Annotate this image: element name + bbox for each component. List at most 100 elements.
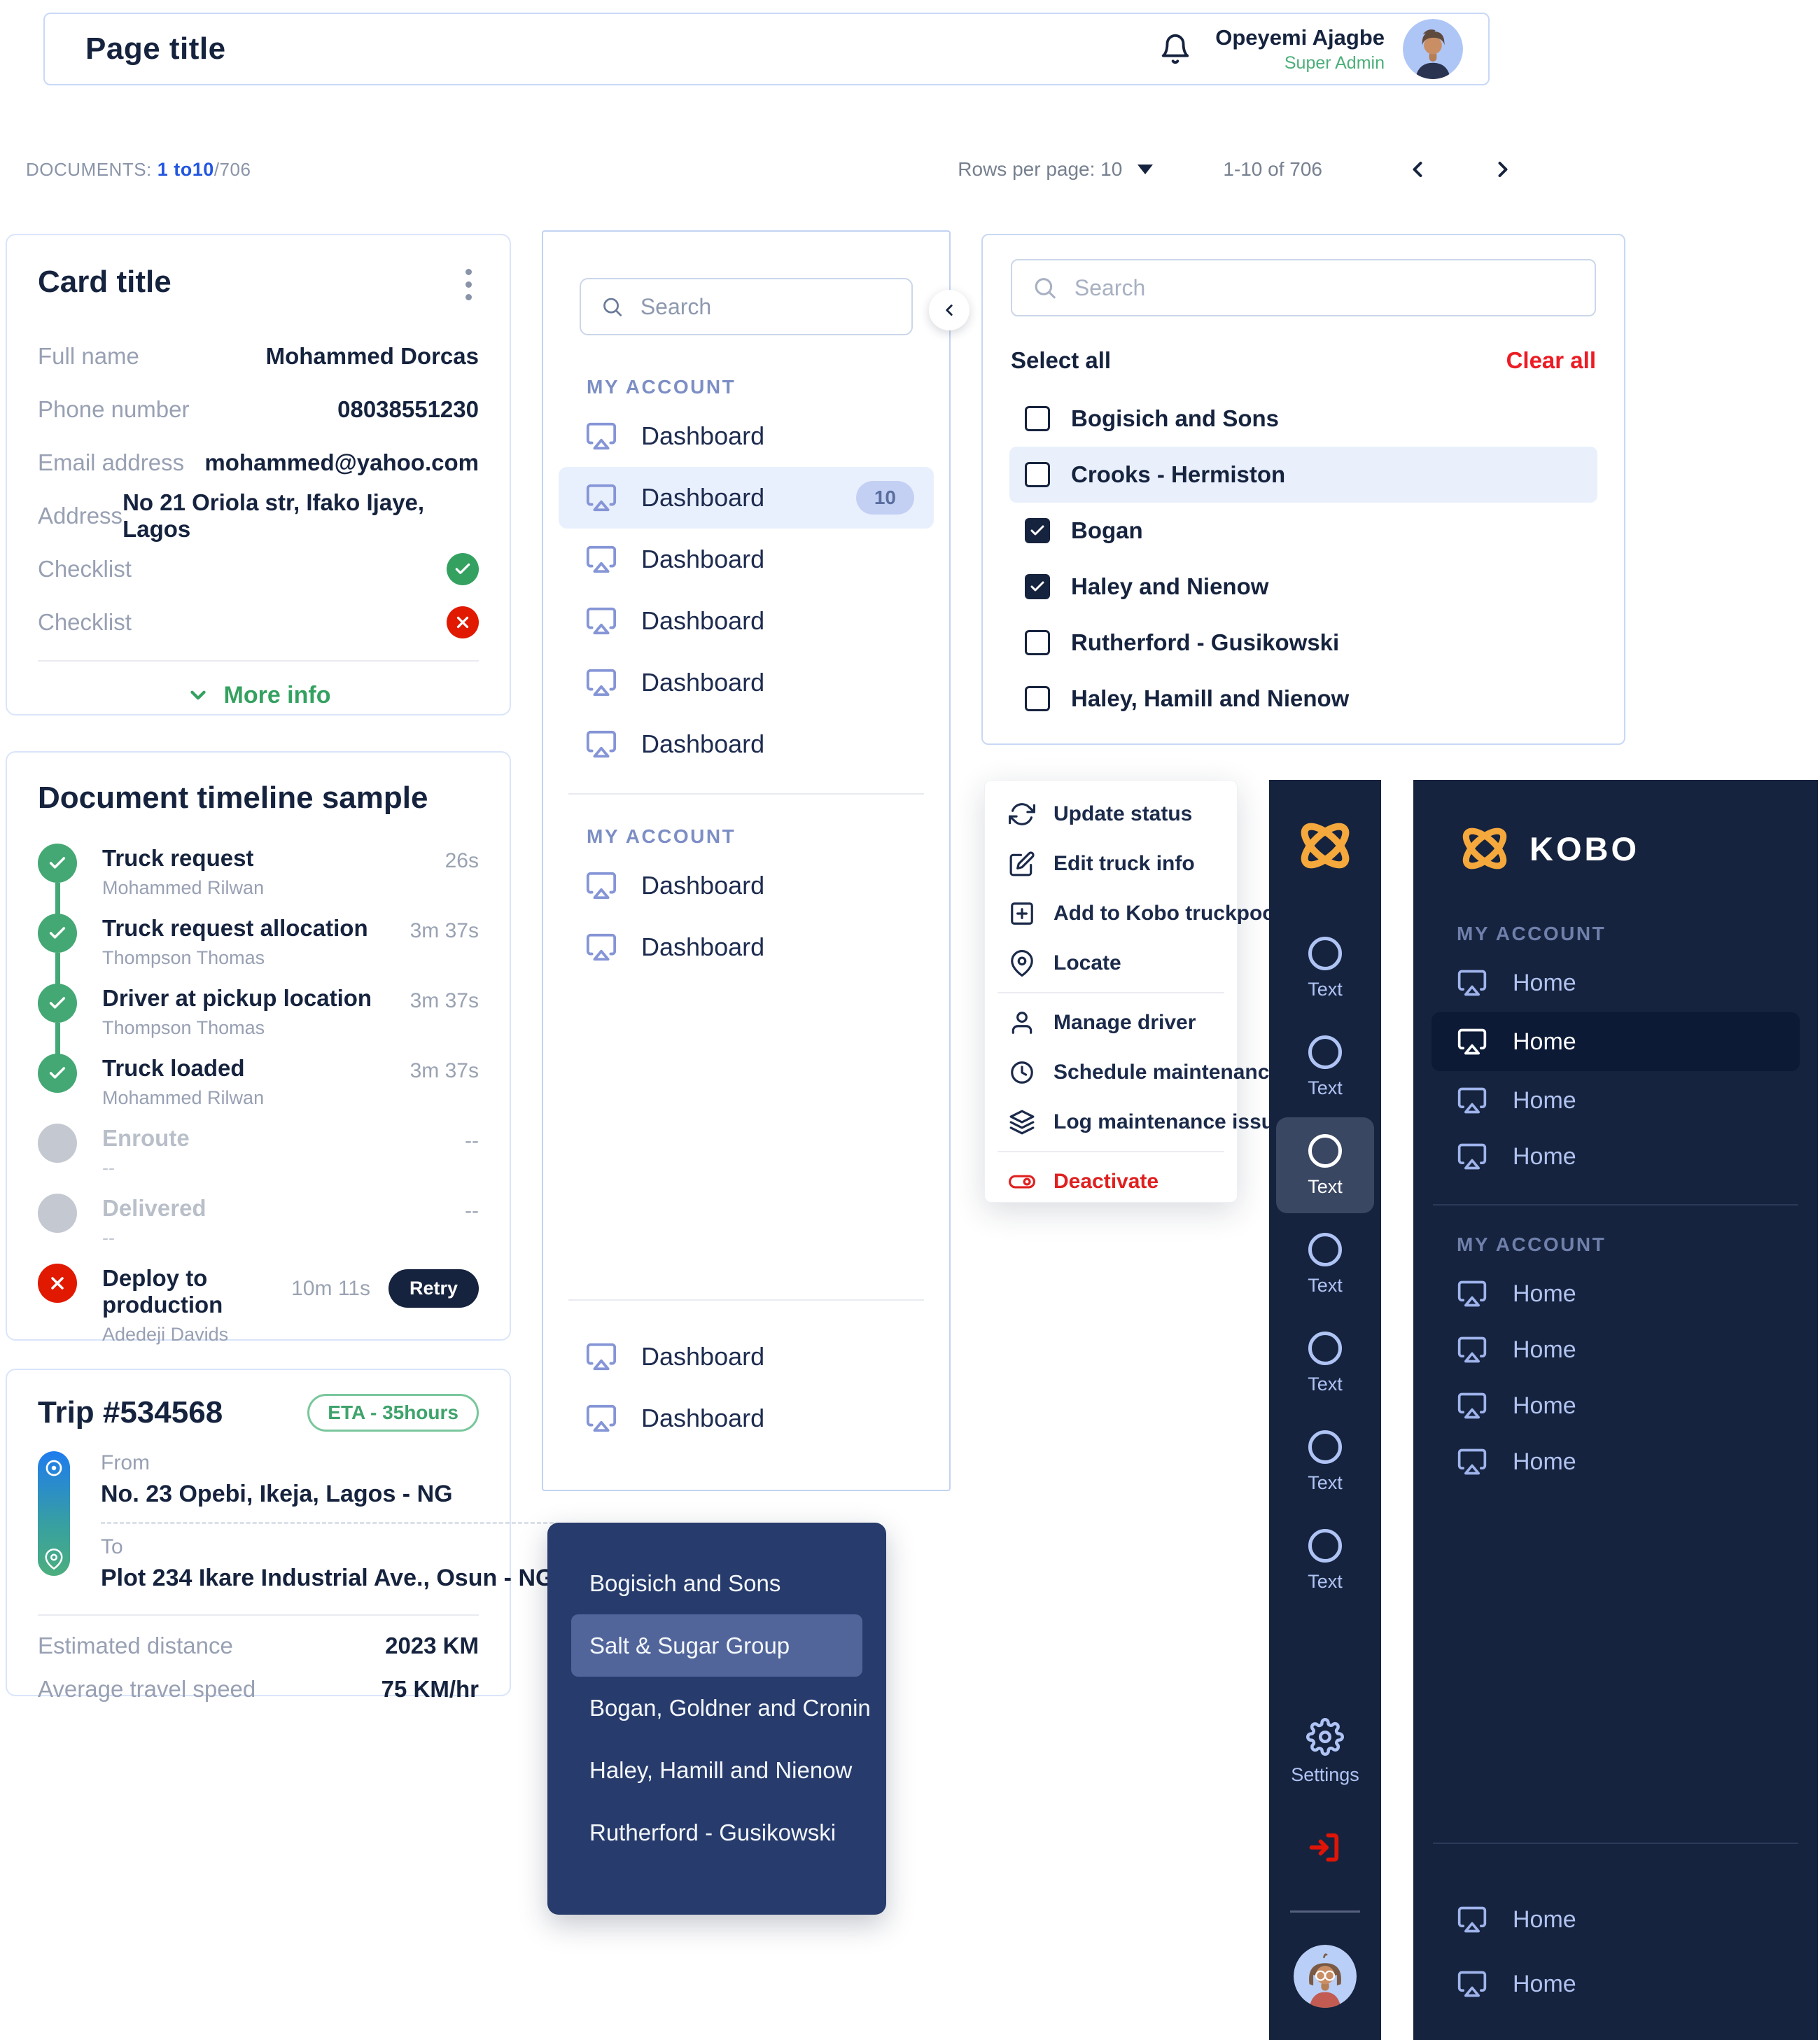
sidebar-item-home[interactable]: Home <box>1413 1073 1818 1129</box>
nav-item-dashboard[interactable]: Dashboard <box>543 855 949 916</box>
page-header: Page title Opeyemi Ajagbe Super Admin <box>43 13 1490 85</box>
kebab-menu-icon[interactable] <box>458 265 479 305</box>
nav-item-dashboard[interactable]: Dashboard <box>543 529 949 590</box>
mini-sidebar-item[interactable]: Text <box>1276 1315 1374 1411</box>
context-menu: Update status Edit truck info Add to Kob… <box>984 780 1286 1206</box>
male-avatar-illustration <box>1403 19 1463 79</box>
timeline-card: Document timeline sample Truck request M… <box>6 751 511 1345</box>
checkbox[interactable] <box>1025 518 1050 543</box>
layers-icon <box>1009 1110 1035 1134</box>
checklist-row: Checklist <box>38 543 479 596</box>
filter-option[interactable]: Haley and Nienow <box>1009 559 1597 615</box>
mini-sidebar-item[interactable]: Text <box>1276 1117 1374 1213</box>
logout-button[interactable] <box>1307 1829 1343 1866</box>
filter-option[interactable]: Bogisich and Sons <box>1009 391 1597 447</box>
menu-item-deactivate[interactable]: Deactivate <box>985 1157 1237 1206</box>
sidebar-item-home[interactable]: Home <box>1432 1012 1800 1071</box>
documents-total: /706 <box>214 158 251 180</box>
user-avatar[interactable] <box>1403 19 1463 79</box>
checkbox[interactable] <box>1025 406 1050 431</box>
trip-card: Trip #534568 ETA - 35hours From No. 23 O… <box>6 1369 554 1702</box>
from-label: From <box>101 1451 150 1474</box>
checkbox[interactable] <box>1025 630 1050 655</box>
to-address: Plot 234 Ikare Industrial Ave., Osun - N… <box>101 1565 554 1591</box>
user-avatar[interactable] <box>1294 1945 1357 2008</box>
select-all-button[interactable]: Select all <box>1011 347 1112 373</box>
settings-button[interactable]: Settings <box>1291 1718 1359 1786</box>
nav-search-input[interactable] <box>640 293 892 320</box>
menu-item-schedule-maintenance[interactable]: Schedule maintenance <box>985 1047 1281 1097</box>
toggle-icon <box>1009 1175 1035 1188</box>
filter-search-input[interactable] <box>1074 274 1575 301</box>
filter-option[interactable]: Haley, Hamill and Nienow <box>1009 671 1597 727</box>
nav-item-dashboard[interactable]: Dashboard <box>543 652 949 713</box>
timeline-event: Enroute -- -- <box>38 1124 479 1194</box>
filter-option[interactable]: Rutherford - Gusikowski <box>1009 615 1597 671</box>
sidebar-item-home[interactable]: Home <box>1413 1887 1818 1952</box>
menu-item-add-to-truckpool[interactable]: Add to Kobo truckpool <box>985 888 1281 938</box>
check-circle-icon <box>38 844 77 883</box>
mini-sidebar-item[interactable]: Text <box>1276 920 1374 1016</box>
collapse-panel-button[interactable] <box>929 290 969 330</box>
nav-item-dashboard[interactable]: Dashboard <box>568 1388 924 1449</box>
airplay-icon <box>1457 970 1487 996</box>
dropdown-option[interactable]: Rutherford - Gusikowski <box>589 1819 836 1845</box>
menu-item-log-maintenance-issue[interactable]: Log maintenance issue <box>985 1097 1286 1147</box>
rows-per-page-select[interactable]: Rows per page: 10 <box>958 158 1154 181</box>
dropdown-option[interactable]: Bogisich and Sons <box>589 1570 781 1596</box>
mini-sidebar-item[interactable]: Text <box>1276 1512 1374 1608</box>
airplay-icon <box>586 669 617 697</box>
field-row: Full name Mohammed Dorcas <box>38 343 479 369</box>
sidebar-item-home[interactable]: Home <box>1413 955 1818 1011</box>
sidebar-item-home[interactable]: Home <box>1413 1322 1818 1378</box>
filter-option[interactable]: Bogan <box>1009 503 1597 559</box>
next-page-button[interactable] <box>1490 157 1516 182</box>
sidebar-item-home[interactable]: Home <box>1413 1952 1818 2016</box>
nav-item-dashboard[interactable]: Dashboard <box>543 405 949 467</box>
checkbox[interactable] <box>1025 574 1050 599</box>
more-info-button[interactable]: More info <box>38 662 479 729</box>
info-card: Card title Full name Mohammed Dorcas Pho… <box>6 234 511 715</box>
nav-item-dashboard[interactable]: Dashboard <box>568 1326 924 1388</box>
menu-item-update-status[interactable]: Update status <box>985 789 1237 839</box>
sidebar-item-home[interactable]: Home <box>1413 1129 1818 1185</box>
clear-all-button[interactable]: Clear all <box>1506 347 1596 373</box>
airplay-icon <box>1457 1087 1487 1114</box>
divider <box>38 1614 479 1616</box>
nav-item-dashboard[interactable]: Dashboard <box>543 590 949 652</box>
timeline-event: Truck request allocation Thompson Thomas… <box>38 914 479 985</box>
mini-sidebar-item[interactable]: Text <box>1276 1413 1374 1509</box>
field-row: Email address mohammed@yahoo.com <box>38 449 479 475</box>
checkbox[interactable] <box>1025 462 1050 487</box>
sidebar-item-home[interactable]: Home <box>1413 1378 1818 1434</box>
airplay-icon <box>586 607 617 635</box>
dropdown-option[interactable]: Bogan, Goldner and Cronin <box>589 1694 871 1721</box>
menu-item-edit-truck-info[interactable]: Edit truck info <box>985 839 1237 888</box>
divider <box>1433 1843 1798 1844</box>
sidebar-item-home[interactable]: Home <box>1413 1434 1818 1490</box>
menu-item-locate[interactable]: Locate <box>985 938 1237 988</box>
edit-icon <box>1009 851 1035 876</box>
trip-stat-row: Average travel speed 75 KM/hr <box>38 1676 479 1702</box>
search-icon <box>1035 278 1056 299</box>
dropdown-option[interactable]: Salt & Sugar Group <box>571 1614 862 1677</box>
menu-item-manage-driver[interactable]: Manage driver <box>985 998 1237 1047</box>
airplay-icon <box>1457 1280 1487 1307</box>
notifications-bell-icon[interactable] <box>1159 33 1191 65</box>
nav-item-dashboard[interactable]: Dashboard <box>543 713 949 775</box>
sidebar-item-home[interactable]: Home <box>1413 1266 1818 1322</box>
checkbox[interactable] <box>1025 686 1050 711</box>
timeline-event: Deploy to production Adedeji Davids 10m … <box>38 1264 479 1345</box>
nav-item-dashboard[interactable]: Dashboard 10 <box>559 467 934 529</box>
mini-sidebar-item[interactable]: Text <box>1276 1216 1374 1312</box>
check-circle-icon <box>38 1054 77 1093</box>
mini-sidebar-item[interactable]: Text <box>1276 1019 1374 1115</box>
circle-icon <box>1308 1134 1342 1168</box>
retry-button[interactable]: Retry <box>388 1269 479 1308</box>
dropdown-option[interactable]: Haley, Hamill and Nienow <box>589 1756 853 1783</box>
airplay-icon <box>586 872 617 900</box>
filter-option[interactable]: Crooks - Hermiston <box>1009 447 1597 503</box>
user-info[interactable]: Opeyemi Ajagbe Super Admin <box>1215 25 1385 74</box>
nav-item-dashboard[interactable]: Dashboard <box>543 916 949 978</box>
previous-page-button[interactable] <box>1405 157 1430 182</box>
